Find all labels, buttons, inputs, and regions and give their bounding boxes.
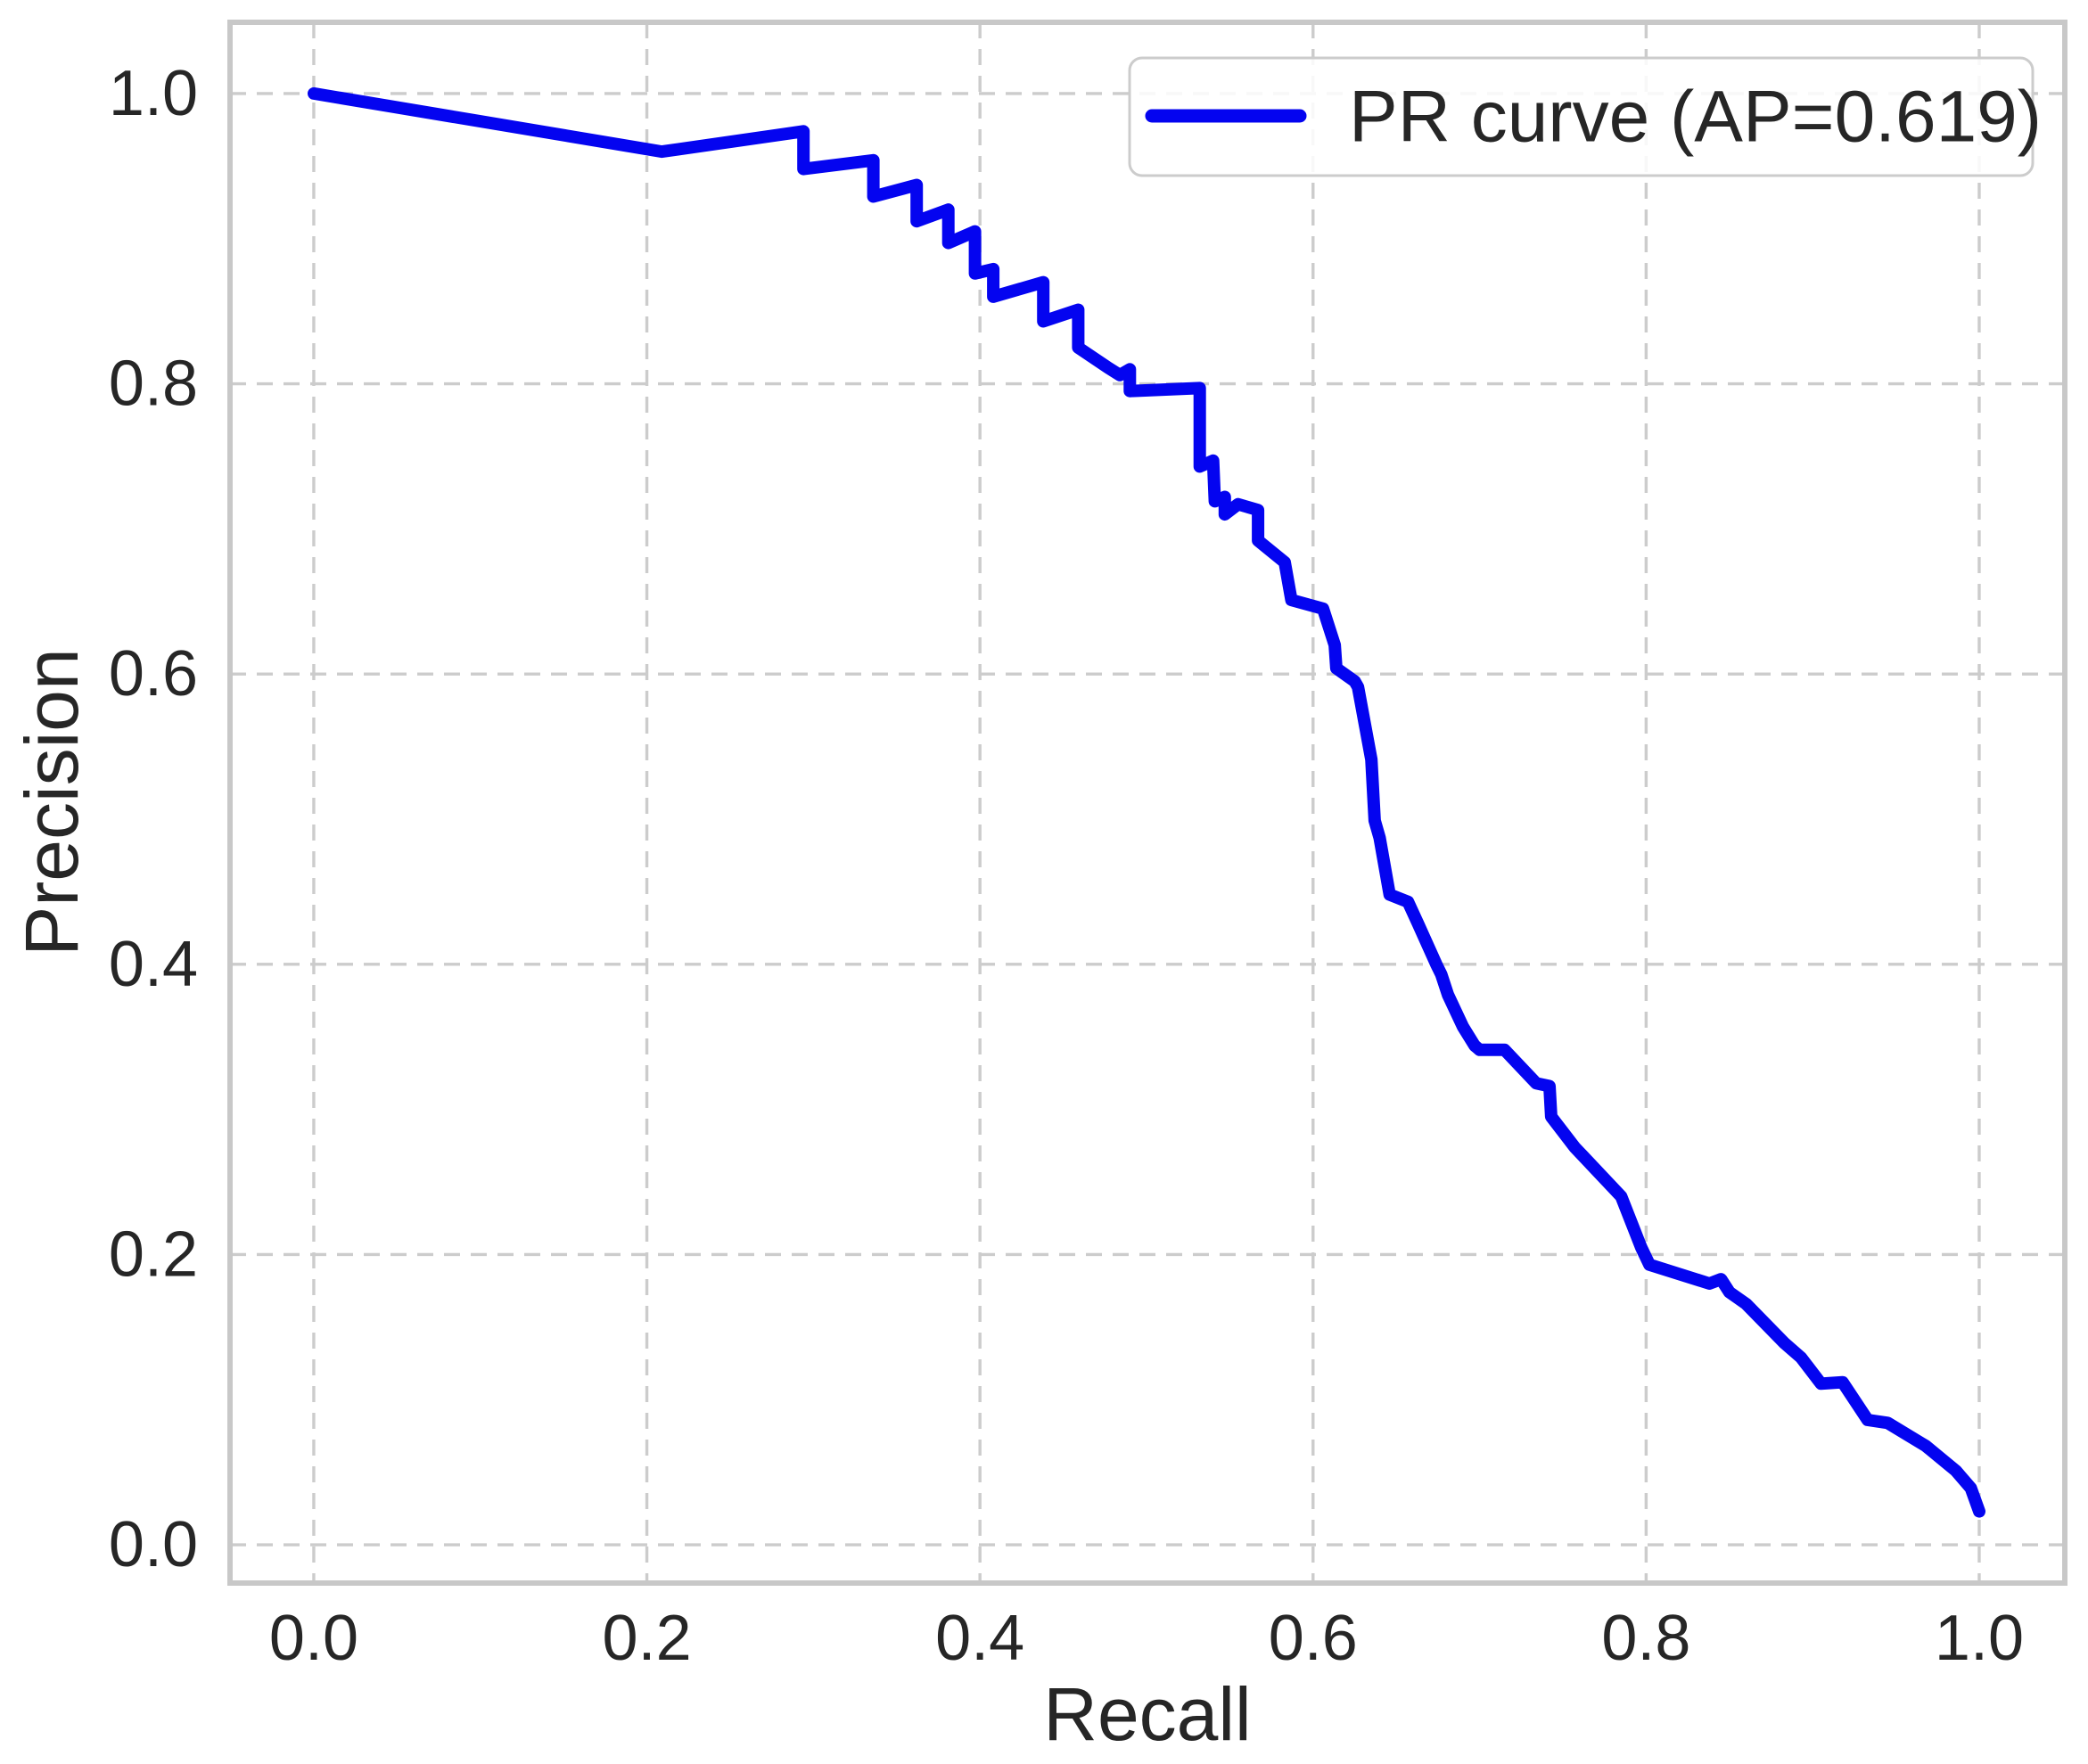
grid-layer	[230, 22, 2065, 1583]
x-tick-label: 0.0	[269, 1603, 358, 1674]
x-tick-label: 0.4	[935, 1603, 1024, 1674]
x-tick-label: 0.6	[1269, 1603, 1358, 1674]
tick-layer: 0.0 0.2 0.4 0.6 0.8 1.0 0.0 0.2 0.4 0.6 0.8 1.0	[109, 58, 2024, 1674]
curve-layer	[308, 86, 1985, 1518]
x-tick-label: 0.2	[603, 1603, 692, 1674]
x-axis-label: Recall	[1043, 1672, 1251, 1756]
y-tick-label: 0.8	[109, 349, 198, 420]
legend-box	[1128, 56, 2035, 177]
y-tick-label: 1.0	[109, 58, 198, 129]
x-tick-label: 0.8	[1601, 1603, 1690, 1674]
y-tick-label: 0.6	[109, 638, 198, 710]
plot-border	[227, 20, 2067, 1586]
legend-label: PR curve (AP=0.619)	[1349, 77, 2042, 158]
y-tick-label: 0.4	[109, 929, 198, 1000]
y-tick-label: 0.0	[109, 1509, 198, 1580]
legend: PR curve (AP=0.619)	[1128, 56, 2042, 177]
x-tick-label: 1.0	[1935, 1603, 2024, 1674]
y-axis-label: Precision	[10, 648, 94, 956]
pr-curve-line	[308, 86, 1985, 1518]
y-tick-label: 0.2	[109, 1218, 198, 1290]
